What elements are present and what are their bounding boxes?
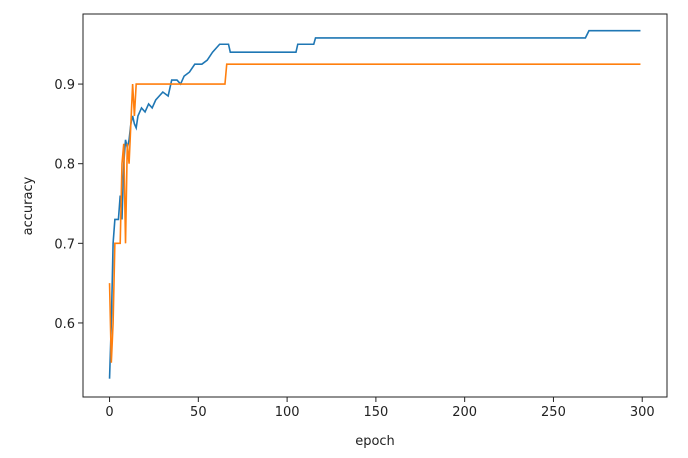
x-axis-label: epoch bbox=[355, 434, 395, 449]
line bbox=[108, 29, 641, 379]
line bbox=[108, 63, 641, 363]
x-tick-label: 50 bbox=[190, 405, 207, 420]
x-tick-label: 250 bbox=[541, 405, 566, 420]
x-tick-label: 200 bbox=[452, 405, 477, 420]
y-axis-label: accuracy bbox=[21, 176, 36, 235]
y-tick-label: 0.8 bbox=[54, 158, 75, 173]
y-tick-label: 0.7 bbox=[54, 237, 75, 252]
x-tick-label: 0 bbox=[105, 405, 113, 420]
x-tick-label: 300 bbox=[630, 405, 655, 420]
axes-frame bbox=[82, 13, 668, 398]
x-tick-label: 150 bbox=[363, 405, 388, 420]
y-tick-label: 0.9 bbox=[54, 78, 75, 93]
x-tick-label: 100 bbox=[275, 405, 300, 420]
y-tick-label: 0.6 bbox=[54, 317, 75, 332]
